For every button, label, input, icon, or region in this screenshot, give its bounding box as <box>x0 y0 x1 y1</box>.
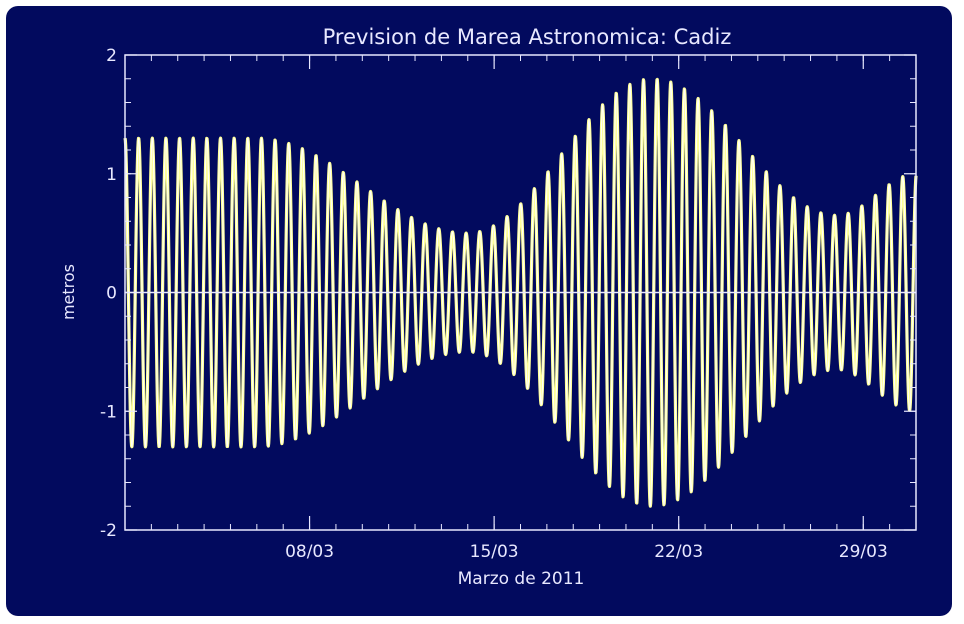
chart-title: Prevision de Marea Astronomica: Cadiz <box>323 25 732 49</box>
y-axis-label: metros <box>59 264 78 320</box>
x-tick-label: 29/03 <box>839 542 888 562</box>
y-tick-label: 2 <box>106 46 117 66</box>
x-tick-label: 22/03 <box>654 542 703 562</box>
y-tick-label: -1 <box>100 402 117 422</box>
x-axis-label: Marzo de 2011 <box>458 569 585 589</box>
plot-area: 2 1 0 -1 -2 08/03 15/03 22/03 29/03 <box>100 46 918 562</box>
x-tick-label: 15/03 <box>470 542 519 562</box>
tide-line <box>124 78 917 507</box>
y-tick-label: -2 <box>100 521 117 541</box>
x-tick-label: 08/03 <box>285 542 334 562</box>
y-tick-label: 1 <box>106 165 117 185</box>
y-tick-label: 0 <box>106 284 117 304</box>
